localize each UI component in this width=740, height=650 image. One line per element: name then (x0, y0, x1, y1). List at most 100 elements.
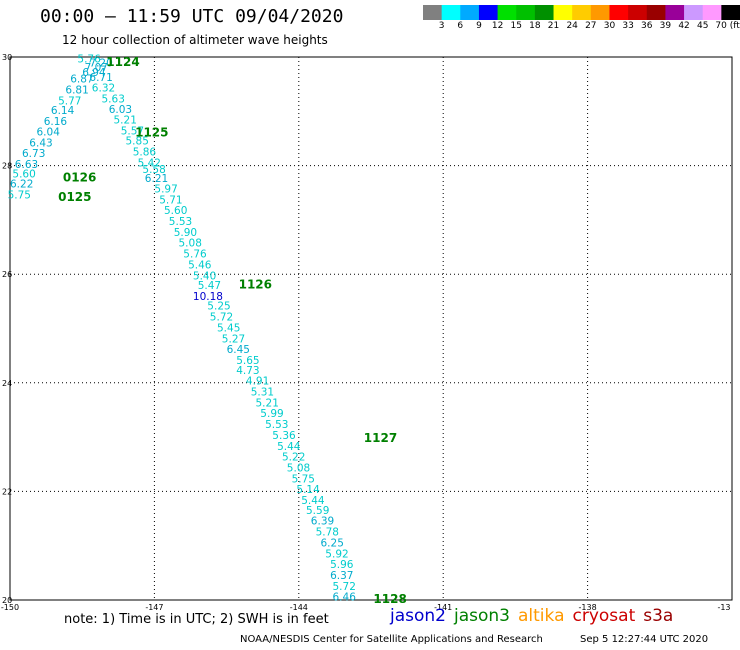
lon-tick-label: -13 (717, 603, 730, 612)
wave-height-value: 5.65 (236, 355, 259, 367)
wave-height-value: 7.20 (89, 57, 112, 69)
wave-height-value: 6.46 (333, 592, 357, 604)
wave-height-value: 5.78 (316, 527, 339, 539)
wave-height-value: 10.18 (193, 291, 223, 303)
legend-label: 6 (457, 21, 464, 31)
wave-height-value: 5.53 (265, 419, 288, 431)
lon-tick-label: -147 (145, 603, 163, 612)
satellite-jason3: jason3 (454, 606, 510, 626)
lon-tick-label: -150 (1, 603, 19, 612)
wave-height-value: 5.47 (198, 280, 221, 292)
timestamp-text: Sep 5 12:27:44 UTC 2020 (580, 634, 709, 645)
wave-height-value: 5.86 (133, 147, 157, 159)
wave-height-value: 5.53 (169, 216, 192, 228)
legend-label: 42 (678, 21, 690, 31)
lat-tick-label: 24 (2, 379, 12, 388)
wave-height-value: 5.76 (183, 249, 207, 261)
wave-height-value: 5.14 (296, 484, 320, 496)
wave-height-value: 6.43 (29, 137, 52, 149)
wave-height-value: 6.16 (44, 116, 68, 128)
color-legend (423, 5, 740, 20)
legend-label: 30 (603, 21, 616, 31)
wave-height-value: 5.85 (126, 136, 149, 148)
wave-height-value: 6.39 (311, 516, 334, 528)
wave-height-value: 6.21 (145, 173, 168, 185)
legend-label: 15 (510, 21, 522, 31)
wave-height-value: 5.60 (12, 169, 35, 181)
time-label: 1125 (135, 125, 168, 139)
wave-height-value: 5.92 (325, 548, 348, 560)
legend-swatch (441, 5, 461, 20)
legend-swatch (628, 5, 648, 20)
satellite-jason2: jason2 (390, 606, 446, 626)
legend-label: 9 (476, 21, 482, 31)
wave-height-value: 5.75 (8, 189, 31, 201)
wave-height-value: 5.40 (193, 270, 216, 282)
wave-height-value: 6.45 (227, 344, 250, 356)
wave-height-value: 5.27 (222, 333, 245, 345)
wave-height-value: 5.46 (188, 259, 212, 271)
wave-height-value: 5.31 (251, 387, 274, 399)
wave-height-value: 6.94 (82, 67, 106, 79)
wave-height-value: 5.58 (142, 164, 165, 176)
wave-height-value: 5.08 (179, 238, 202, 250)
wave-height-value: 4.73 (236, 365, 259, 377)
lat-tick-label: 26 (2, 270, 12, 279)
satellite-cryosat: cryosat (572, 606, 636, 626)
wave-height-value: 5.60 (164, 205, 187, 217)
lon-tick-label: -138 (579, 603, 597, 612)
lat-tick-label: 22 (2, 487, 12, 496)
wave-height-value: 5.44 (301, 495, 325, 507)
satellite-legend: jason2 jason3 altika cryosat s3a (390, 606, 681, 626)
legend-swatch (516, 5, 536, 20)
wave-height-value: 5.75 (292, 473, 315, 485)
legend-label: 21 (547, 21, 560, 31)
wave-height-value: 5.72 (210, 312, 233, 324)
legend-swatch (721, 5, 740, 20)
legend-swatch (702, 5, 722, 20)
legend-swatch (665, 5, 685, 20)
wave-height-value: 5.42 (138, 157, 161, 169)
wave-height-value: 6.73 (22, 148, 45, 160)
wave-height-value: 5.25 (207, 301, 230, 313)
wave-height-value: 5.99 (260, 408, 283, 420)
wave-height-value: 6.81 (65, 85, 88, 97)
page-subtitle: 12 hour collection of altimeter wave hei… (62, 33, 328, 47)
wave-height-value: 5.22 (282, 452, 305, 464)
wave-height-value: 6.63 (15, 159, 38, 171)
time-label: 1126 (239, 277, 272, 291)
satellite-altika: altika (518, 606, 565, 626)
wave-height-value: 5.36 (272, 430, 296, 442)
wave-height-value: 5.21 (256, 397, 279, 409)
legend-label: 12 (491, 21, 504, 31)
wave-height-value: 5.71 (159, 194, 182, 206)
wave-height-value: 4.91 (246, 376, 269, 388)
wave-height-value: 6.22 (10, 179, 33, 191)
wave-height-value: 5.72 (333, 581, 356, 593)
lat-tick-label: 30 (2, 53, 12, 62)
legend-label: 39 (659, 21, 672, 31)
wave-height-value: 7.07 (85, 62, 108, 74)
legend-label: 18 (529, 21, 541, 31)
legend-label: 45 (696, 21, 709, 31)
wave-height-value: 6.37 (330, 570, 353, 582)
wave-height-value: 5.96 (330, 559, 354, 571)
legend-label: 24 (566, 21, 578, 31)
page-title: 00:00 – 11:59 UTC 09/04/2020 (40, 6, 344, 27)
wave-height-value: 5.45 (217, 322, 240, 334)
wave-height-value: 6.87 (70, 74, 93, 86)
time-label: 0126 (63, 171, 96, 185)
time-label: 0125 (58, 190, 91, 204)
wave-height-value: 5.44 (277, 441, 301, 453)
wave-height-value: 6.03 (109, 104, 132, 116)
legend-swatch (478, 5, 499, 20)
wave-height-value: 6.25 (321, 537, 344, 549)
legend-label: 70 (ft) (715, 21, 740, 31)
legend-swatch (646, 5, 666, 20)
credit-text: NOAA/NESDIS Center for Satellite Applica… (240, 634, 543, 645)
lon-tick-label: -141 (434, 603, 452, 612)
legend-swatch (590, 5, 610, 20)
